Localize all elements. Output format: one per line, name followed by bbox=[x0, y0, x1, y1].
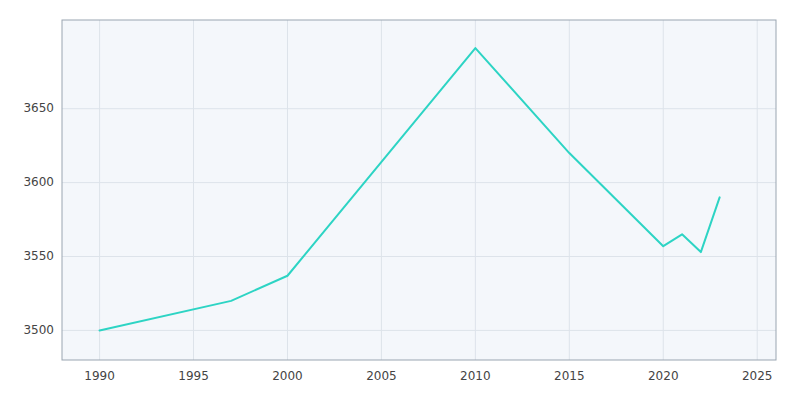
y-tick-label: 3550 bbox=[23, 249, 54, 263]
y-tick-label: 3600 bbox=[23, 175, 54, 189]
x-tick-label: 2020 bbox=[648, 369, 679, 383]
x-tick-label: 2010 bbox=[460, 369, 491, 383]
plot-area bbox=[62, 20, 776, 360]
x-grid-line bbox=[99, 20, 100, 360]
line bbox=[100, 48, 720, 330]
chart: 3500 3550 3600 3650 1990 1995 2000 2005 2010 2015… bbox=[0, 0, 800, 400]
y-grid-line bbox=[62, 256, 776, 257]
plot-frame bbox=[62, 20, 776, 360]
x-tick-label: 2005 bbox=[366, 369, 397, 383]
y-tick-label: 3650 bbox=[23, 101, 54, 115]
x-grid-line bbox=[287, 20, 288, 360]
x-grid-line bbox=[757, 20, 758, 360]
x-grid-line bbox=[569, 20, 570, 360]
x-tick-label: 1995 bbox=[178, 369, 209, 383]
y-grid-line bbox=[62, 182, 776, 183]
y-grid-line bbox=[62, 330, 776, 331]
x-grid-line bbox=[475, 20, 476, 360]
x-tick-label: 1990 bbox=[84, 369, 115, 383]
grid bbox=[62, 20, 776, 360]
y-grid-line bbox=[62, 108, 776, 109]
y-tick-label: 3500 bbox=[23, 323, 54, 337]
x-tick-label: 2025 bbox=[742, 369, 773, 383]
x-grid-line bbox=[663, 20, 664, 360]
x-tick-label: 2000 bbox=[272, 369, 303, 383]
x-tick-label: 2015 bbox=[554, 369, 585, 383]
x-grid-line bbox=[381, 20, 382, 360]
data bbox=[100, 48, 720, 330]
